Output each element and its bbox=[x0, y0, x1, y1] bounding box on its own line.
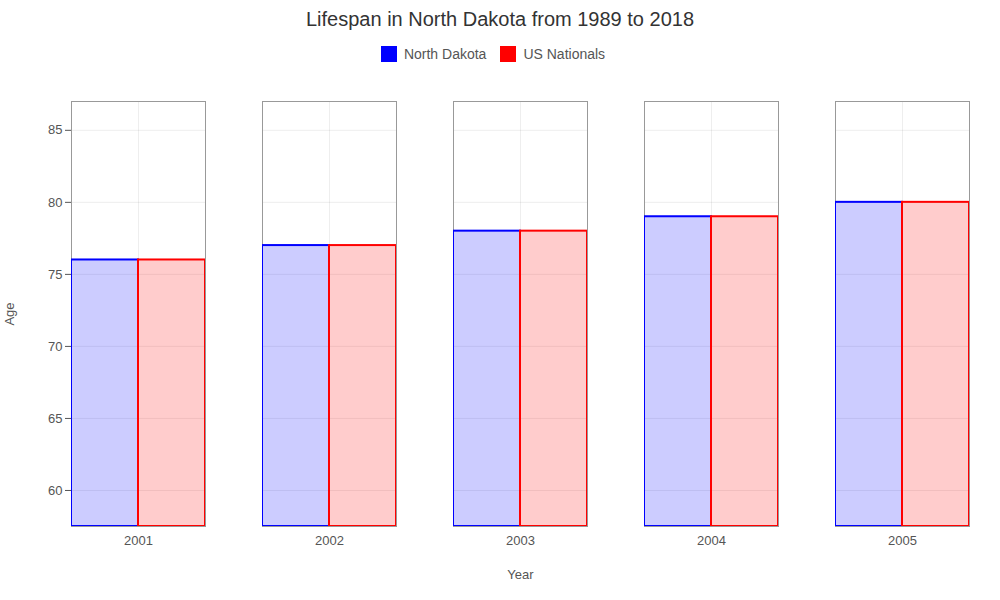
svg-text:80: 80 bbox=[48, 195, 62, 210]
html-text:North Dakota: North Dakota bbox=[403, 45, 487, 62]
svg-text:75: 75 bbox=[48, 267, 62, 282]
svg-text:85: 85 bbox=[48, 122, 62, 137]
svg-text:2004: 2004 bbox=[697, 533, 726, 548]
svg-text:2001: 2001 bbox=[124, 533, 153, 548]
svg-text:65: 65 bbox=[48, 411, 62, 426]
html-text:US Nationals: US Nationals bbox=[523, 45, 606, 62]
svg-text:Year: Year bbox=[507, 567, 534, 582]
svg-text:2003: 2003 bbox=[506, 533, 535, 548]
html-text:Lifespan in North Dakota from: Lifespan in North Dakota from 1989 to 20… bbox=[306, 8, 694, 30]
svg-text:70: 70 bbox=[48, 339, 62, 354]
svg-text:2005: 2005 bbox=[888, 533, 917, 548]
svg-text:Age: Age bbox=[2, 302, 17, 325]
svg-text:2002: 2002 bbox=[315, 533, 344, 548]
svg-text:60: 60 bbox=[48, 483, 62, 498]
